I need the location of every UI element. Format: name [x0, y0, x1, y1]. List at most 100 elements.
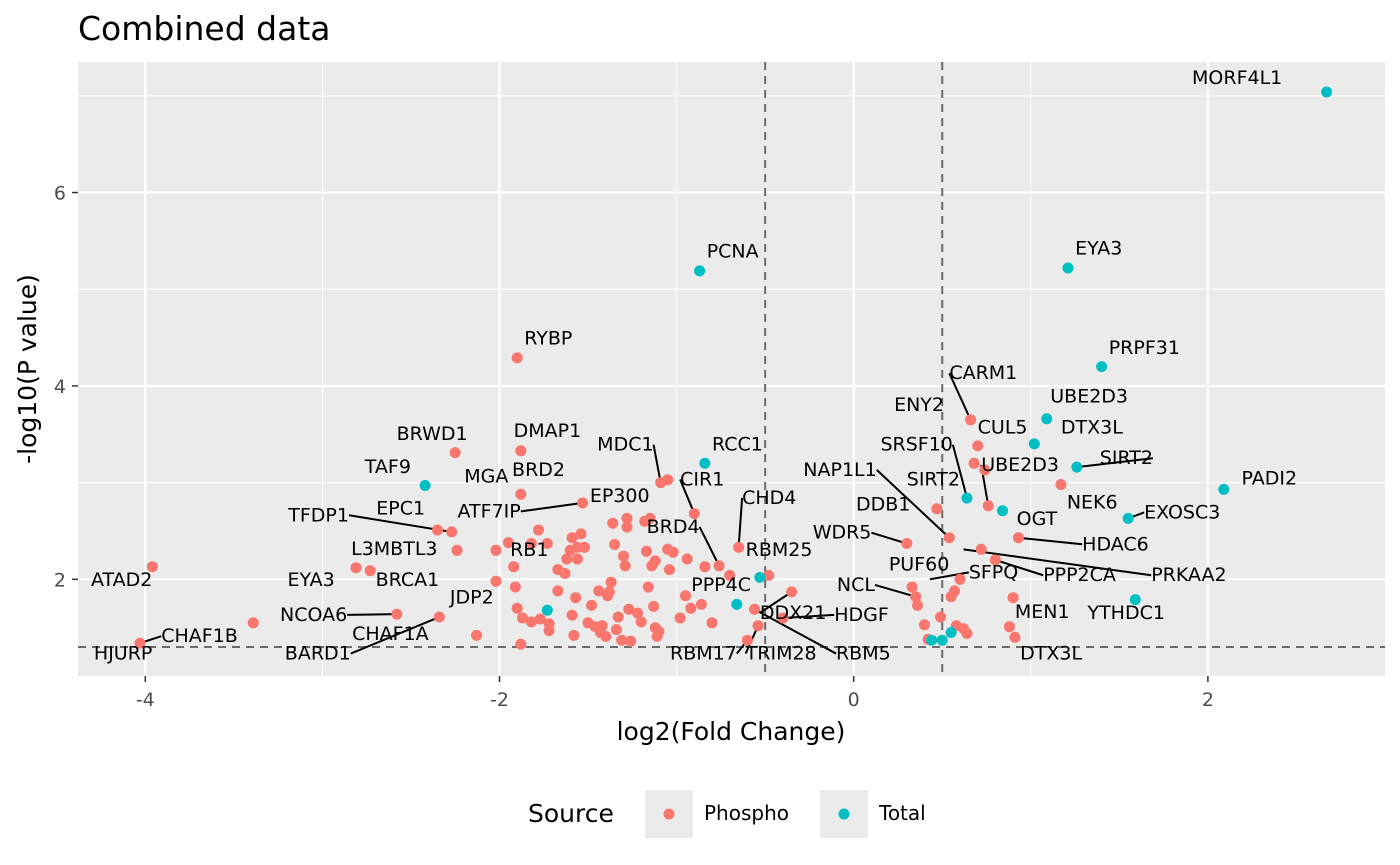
- point-phospho: [713, 560, 725, 572]
- leader-atf7ip: [520, 501, 583, 513]
- point-phospho: [680, 590, 691, 602]
- point-phospho: [525, 538, 537, 549]
- point-phospho: [912, 599, 923, 611]
- leader-nap1l1: [876, 469, 951, 539]
- point-phospho: [901, 538, 913, 549]
- point-phospho: [685, 602, 697, 614]
- point-phospho: [515, 488, 527, 500]
- point-phospho: [618, 550, 629, 562]
- point-phospho: [605, 576, 617, 588]
- label-eny2: ENY2: [894, 394, 944, 416]
- x-tick-label: -2: [490, 689, 509, 711]
- point-phospho: [749, 603, 760, 615]
- label-bard1: BARD1: [285, 643, 351, 665]
- point-total: [926, 634, 938, 646]
- point-phospho: [623, 603, 635, 615]
- point-total: [731, 598, 743, 610]
- point-phospho: [146, 561, 158, 573]
- label-prkaa2: PRKAA2: [1151, 564, 1226, 586]
- point-phospho: [961, 628, 973, 639]
- leader-carm1: [948, 372, 972, 421]
- label-sirt2: SIRT2: [1100, 447, 1153, 469]
- label-hdgf: HDGF: [834, 604, 889, 626]
- label-ogt: OGT: [1017, 508, 1058, 530]
- label-rybp: RYBP: [524, 327, 572, 349]
- leader-sirt2: [1076, 457, 1154, 469]
- data-points: [134, 86, 1333, 650]
- point-phospho: [612, 611, 624, 623]
- point-phospho: [350, 562, 362, 574]
- label-mdc1: MDC1: [597, 434, 653, 456]
- leader-ddx21: [759, 591, 793, 614]
- label-padi2: PADI2: [1242, 468, 1298, 490]
- label-srsf10: SRSF10: [880, 434, 952, 456]
- point-phospho: [989, 554, 1001, 566]
- label-chaf1b: CHAF1B: [161, 625, 238, 647]
- point-phospho: [1055, 479, 1067, 490]
- label-jdp2: JDP2: [449, 586, 494, 608]
- y-tick-label: 2: [54, 569, 66, 591]
- point-total: [754, 571, 766, 583]
- point-phospho: [625, 635, 637, 647]
- point-total: [699, 457, 711, 469]
- leader-wdr5: [871, 531, 908, 545]
- gene-labels: MORF4L1 PCNA EYA3 RYBP PRPF31 CARM1 UBE2D3 ENY2…: [91, 67, 1297, 664]
- label-ppp2ca: PPP2CA: [1043, 564, 1116, 586]
- label-brca1: BRCA1: [376, 569, 440, 591]
- point-phospho: [943, 532, 955, 544]
- point-total: [1071, 461, 1083, 473]
- label-cul5: CUL5: [978, 416, 1028, 438]
- point-phospho: [653, 626, 665, 637]
- point-phospho: [699, 561, 711, 573]
- point-phospho: [364, 565, 376, 577]
- point-phospho: [635, 616, 647, 628]
- leader-ncoa6: [347, 613, 397, 616]
- point-phospho: [511, 352, 523, 364]
- point-phospho: [579, 541, 590, 553]
- point-phospho: [449, 447, 461, 459]
- point-phospho: [982, 500, 994, 512]
- label-men1: MEN1: [1015, 601, 1070, 623]
- point-total: [1062, 262, 1074, 274]
- leader-bard1: [350, 616, 440, 655]
- point-phospho: [752, 620, 764, 632]
- leader-mdc1: [652, 444, 662, 483]
- point-phospho: [949, 585, 961, 597]
- x-tick-label: 0: [848, 689, 860, 711]
- label-l3mbtl3: L3MBTL3: [351, 538, 437, 560]
- leader-sfpq: [929, 571, 969, 581]
- point-phospho: [641, 545, 652, 557]
- point-phospho: [931, 503, 943, 515]
- point-phospho: [664, 564, 675, 576]
- point-phospho: [515, 638, 527, 650]
- point-phospho: [910, 591, 922, 603]
- point-phospho: [706, 617, 718, 629]
- leader-rbm5: [754, 608, 837, 655]
- label-chd4: CHD4: [742, 487, 796, 509]
- point-phospho: [972, 440, 984, 452]
- label-ddx21: DDX21: [760, 602, 826, 624]
- point-phospho: [733, 541, 745, 553]
- point-phospho: [919, 619, 930, 631]
- point-phospho: [552, 585, 564, 597]
- legend: Source Phospho Total: [528, 790, 926, 838]
- point-phospho: [446, 526, 458, 538]
- legend-label-total: Total: [878, 801, 926, 825]
- leader-ncl: [874, 583, 916, 598]
- point-total: [419, 480, 431, 491]
- point-phospho: [616, 634, 628, 646]
- point-phospho: [515, 445, 527, 457]
- point-phospho: [502, 537, 514, 549]
- label-taf9: TAF9: [364, 456, 411, 478]
- y-tick-label: 6: [54, 183, 66, 205]
- x-axis-title: log2(Fold Change): [617, 717, 846, 746]
- point-phospho: [577, 497, 589, 509]
- point-phospho: [559, 568, 571, 579]
- point-phospho: [648, 600, 660, 612]
- point-phospho: [517, 612, 528, 624]
- point-total: [1028, 438, 1040, 450]
- point-phospho: [571, 553, 583, 565]
- point-total: [541, 604, 553, 616]
- point-phospho: [662, 474, 674, 486]
